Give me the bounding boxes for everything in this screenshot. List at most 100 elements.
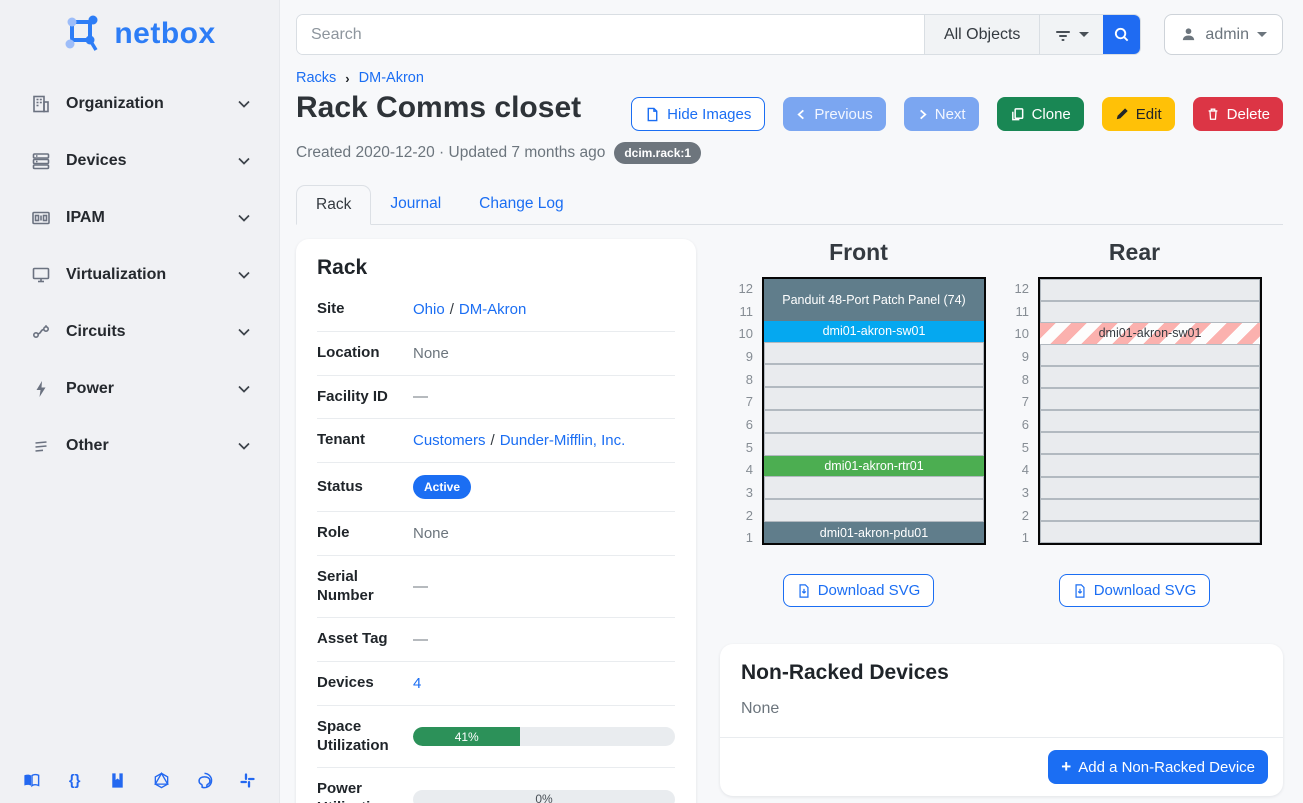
- power-utilization-text: 0%: [535, 792, 553, 803]
- hide-images-button[interactable]: Hide Images: [631, 97, 766, 131]
- rack-unit-empty: [1040, 365, 1260, 388]
- breadcrumb-site-link[interactable]: DM-Akron: [358, 70, 424, 86]
- add-non-racked-device-button[interactable]: + Add a Non-Racked Device: [1048, 750, 1268, 784]
- chevron-left-icon: [796, 109, 807, 120]
- rack-body: Panduit 48-Port Patch Panel (74) dmi01-ak…: [762, 277, 986, 545]
- search-icon: [1113, 26, 1130, 43]
- rack-unit-device[interactable]: dmi01-akron-sw01: [1040, 323, 1260, 344]
- chevron-down-icon: [235, 266, 253, 284]
- tab-change-log[interactable]: Change Log: [479, 195, 564, 212]
- non-racked-title: Non-Racked Devices: [741, 661, 949, 684]
- file-download-icon: [1073, 583, 1087, 598]
- rack-unit-empty: [764, 364, 984, 388]
- row-power-utilization: Power Utilization 0%: [317, 768, 675, 803]
- unit-number: 9: [745, 348, 753, 364]
- rack-unit-device[interactable]: dmi01-akron-pdu01: [764, 522, 984, 543]
- tab-journal[interactable]: Journal: [390, 195, 442, 212]
- netbox-logo[interactable]: netbox: [0, 0, 279, 61]
- sidebar-item-label: Virtualization: [66, 265, 167, 283]
- delete-button[interactable]: Delete: [1192, 97, 1283, 131]
- facility-id-value: —: [413, 388, 428, 406]
- journal-icon[interactable]: [108, 771, 127, 790]
- front-rack-diagram: 12 11 10 9 8 7 6 5 4 3 2 1 Panduit 48-Port Patch Pa…: [731, 277, 986, 549]
- serial-value: —: [413, 578, 428, 595]
- github-icon[interactable]: [195, 771, 214, 790]
- rack-unit-device[interactable]: dmi01-akron-sw01: [764, 320, 984, 342]
- content-area: Rack Site Ohio / DM-Akron Location None: [296, 239, 1283, 803]
- sidebar-nav: Organization Devices: [0, 75, 279, 474]
- sidebar-item-power[interactable]: Power: [0, 360, 279, 417]
- sidebar-item-devices[interactable]: Devices: [0, 132, 279, 189]
- chevron-down-icon: [235, 380, 253, 398]
- unit-numbers: 12 11 10 9 8 7 6 5 4 3 2 1: [731, 277, 753, 549]
- sidebar-item-organization[interactable]: Organization: [0, 75, 279, 132]
- docs-book-icon[interactable]: [22, 771, 41, 790]
- trash-icon: [1206, 107, 1220, 121]
- row-location: Location None: [317, 332, 675, 376]
- breadcrumb-racks-link[interactable]: Racks: [296, 70, 337, 86]
- plus-icon: +: [1061, 757, 1072, 776]
- row-status: Status Active: [317, 463, 675, 512]
- rack-unit-empty: [764, 387, 984, 410]
- server-icon: [31, 151, 51, 171]
- api-braces-icon[interactable]: {}: [68, 772, 81, 789]
- chevron-down-icon: [235, 152, 253, 170]
- site-link[interactable]: DM-Akron: [458, 300, 527, 318]
- download-svg-front-button[interactable]: Download SVG: [782, 574, 935, 607]
- rack-unit-empty: [1040, 454, 1260, 477]
- tab-rack[interactable]: Rack: [296, 185, 372, 225]
- unit-number: 4: [1021, 462, 1029, 478]
- user-menu-button[interactable]: admin: [1164, 14, 1283, 55]
- elevation-title-rear: Rear: [1108, 239, 1161, 265]
- chevron-down-icon: [235, 323, 253, 341]
- sidebar-item-ipam[interactable]: IPAM: [0, 189, 279, 246]
- clone-button[interactable]: Clone: [996, 97, 1084, 131]
- unit-number: 7: [1021, 394, 1029, 410]
- rack-unit-device[interactable]: Panduit 48-Port Patch Panel (74): [764, 279, 984, 321]
- row-devices: Devices 4: [317, 662, 675, 706]
- graphql-icon[interactable]: [152, 771, 171, 790]
- edit-button[interactable]: Edit: [1101, 97, 1175, 131]
- unit-number: 3: [1021, 484, 1029, 500]
- search-filter-dropdown[interactable]: [1039, 15, 1104, 54]
- slack-icon[interactable]: [238, 771, 257, 790]
- unit-number: 12: [1014, 280, 1029, 296]
- rack-unit-empty: [1040, 498, 1260, 521]
- rack-unit-device[interactable]: dmi01-akron-rtr01: [764, 455, 984, 477]
- chevron-down-icon: [235, 209, 253, 227]
- unit-number: 9: [1021, 348, 1029, 364]
- search-input[interactable]: [297, 15, 924, 54]
- next-button[interactable]: Next: [903, 97, 979, 131]
- row-facility-id: Facility ID —: [317, 376, 675, 420]
- unit-number: 1: [745, 530, 753, 546]
- previous-button[interactable]: Previous: [783, 97, 886, 131]
- download-svg-rear-button[interactable]: Download SVG: [1058, 574, 1211, 607]
- netbox-logo-icon: [63, 13, 105, 55]
- sidebar-item-virtualization[interactable]: Virtualization: [0, 246, 279, 303]
- row-asset-tag: Asset Tag —: [317, 618, 675, 662]
- lines-icon: [31, 436, 51, 456]
- rack-unit-empty: [1040, 301, 1260, 324]
- sidebar-item-other[interactable]: Other: [0, 417, 279, 474]
- right-column: Front 12 11 10 9 8 7 6 5 4 3 2 1 Panduit 48-Port Pa…: [710, 239, 1283, 796]
- rack-unit-empty: [764, 341, 984, 365]
- page-title: Rack Comms closet: [296, 91, 582, 124]
- tenant-link[interactable]: Dunder-Mifflin, Inc.: [499, 432, 626, 450]
- user-icon: [1180, 26, 1197, 43]
- unit-number: 10: [1014, 326, 1029, 342]
- unit-number: 3: [745, 484, 753, 500]
- devices-count-link[interactable]: 4: [413, 674, 422, 692]
- sidebar-item-circuits[interactable]: Circuits: [0, 303, 279, 360]
- search-submit-button[interactable]: [1103, 15, 1141, 54]
- role-value: None: [413, 524, 449, 542]
- rack-details-table: Site Ohio / DM-Akron Location None Facil…: [317, 288, 675, 803]
- title-row: Rack Comms closet Hide Images Previous: [296, 91, 1283, 131]
- tenant-group-link[interactable]: Customers: [413, 432, 486, 450]
- elevation-title-front: Front: [829, 239, 888, 265]
- space-utilization-fill: 41%: [413, 727, 521, 746]
- search-scope-button[interactable]: All Objects: [923, 15, 1040, 54]
- rack-unit-empty: [764, 476, 984, 500]
- unit-number: 11: [1015, 303, 1030, 319]
- status-badge: Active: [413, 475, 472, 499]
- site-group-link[interactable]: Ohio: [413, 300, 445, 318]
